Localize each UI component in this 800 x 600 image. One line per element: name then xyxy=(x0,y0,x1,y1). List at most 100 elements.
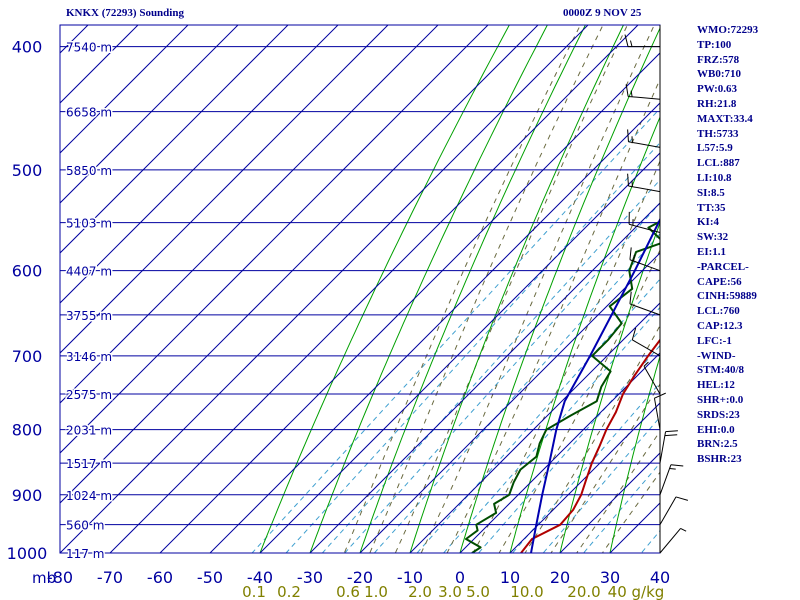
mixing-ratio-line xyxy=(442,306,660,553)
temperature-tick-label: -70 xyxy=(97,568,123,587)
temperature-tick-label: -20 xyxy=(347,568,373,587)
pressure-tick-label: 1000 xyxy=(7,544,48,563)
dry-adiabat xyxy=(509,115,660,553)
index-value: -PARCEL- xyxy=(697,260,749,273)
height-label: 4407 m xyxy=(66,265,112,279)
mixing-ratio-label: 0.1 xyxy=(242,583,266,600)
moist-adiabat xyxy=(420,25,655,553)
height-label: 6658 m xyxy=(66,106,112,120)
isotherm xyxy=(60,25,439,404)
moist-adiabat xyxy=(343,25,581,553)
wind-barb xyxy=(659,528,687,554)
index-value: SRDS:23 xyxy=(697,408,740,421)
temperature-tick-label: -10 xyxy=(397,568,423,587)
isotherm xyxy=(359,252,660,553)
mixing-ratio-line xyxy=(285,142,660,553)
isotherm xyxy=(109,25,639,553)
dry-adiabat xyxy=(309,25,548,553)
height-label: 2031 m xyxy=(66,424,112,438)
index-value: EHI:0.0 xyxy=(697,423,735,436)
index-value: LFC:-1 xyxy=(697,334,732,347)
sounding-datetime: 0000Z 9 NOV 25 xyxy=(563,7,642,19)
index-value: TP:100 xyxy=(697,38,732,51)
axis-unit-label: mb xyxy=(32,569,56,587)
mixing-ratio-label: 3.0 xyxy=(438,583,462,600)
temperature-tick-label: 40 xyxy=(650,568,670,587)
mixing-ratio-label: 2.0 xyxy=(408,583,432,600)
dry-adiabat xyxy=(559,221,660,553)
index-value: TT:35 xyxy=(697,201,726,214)
dry-adiabat xyxy=(409,25,624,553)
index-value: RH:21.8 xyxy=(697,97,737,110)
index-value: MAXT:33.4 xyxy=(697,112,753,125)
mixing-ratio-line xyxy=(373,233,660,553)
temperature-tick-label: 10 xyxy=(500,568,520,587)
index-value: EI:1.1 xyxy=(697,245,727,258)
index-value: -WIND- xyxy=(697,349,736,362)
index-value: WB0:710 xyxy=(697,68,741,81)
temperature-tick-label: 30 xyxy=(600,568,620,587)
isotherm xyxy=(60,25,539,504)
height-label: 5850 m xyxy=(66,164,112,178)
index-value: TH:5733 xyxy=(697,127,739,140)
mixing-ratio-label: 0.6 xyxy=(336,583,360,600)
dry-adiabat xyxy=(359,25,586,553)
height-label: 117 m xyxy=(66,547,104,561)
temperature-tick-label: 20 xyxy=(550,568,570,587)
index-value: LI:10.8 xyxy=(697,171,732,184)
wind-barb xyxy=(643,361,661,395)
temperature-tick-label: -50 xyxy=(197,568,223,587)
temperature-tick-label: -30 xyxy=(297,568,323,587)
parcel-trace xyxy=(530,217,660,553)
wind-barb xyxy=(631,327,661,357)
height-label: 560 m xyxy=(66,519,104,533)
wind-barb xyxy=(624,34,660,48)
height-label: 3755 m xyxy=(66,309,112,323)
index-value: KI:4 xyxy=(697,216,719,229)
wind-barb xyxy=(659,496,689,525)
index-value: CAP:12.3 xyxy=(697,319,743,332)
temperature-tick-label: -40 xyxy=(247,568,273,587)
isotherm xyxy=(209,102,660,553)
temperature-trace xyxy=(520,338,660,553)
index-value: SI:8.5 xyxy=(697,186,725,199)
temperature-tick-label: -60 xyxy=(147,568,173,587)
height-label: 1024 m xyxy=(66,489,112,503)
mixing-ratio-label: 0.2 xyxy=(277,583,301,600)
temperature-tick-label: -80 xyxy=(47,568,73,587)
height-label: 3146 m xyxy=(66,350,112,364)
isotherm xyxy=(60,25,489,454)
index-value: LCL:887 xyxy=(697,157,740,170)
moist-adiabat xyxy=(498,248,660,553)
height-label: 2575 m xyxy=(66,388,112,402)
index-value: L57:5.9 xyxy=(697,142,733,155)
wind-barb xyxy=(627,173,661,193)
mixing-ratio-label: 10.0 xyxy=(510,583,543,600)
index-value: LCL:760 xyxy=(697,305,740,318)
pressure-tick-label: 600 xyxy=(12,262,43,281)
wind-barb xyxy=(659,430,678,464)
dry-adiabat xyxy=(459,27,660,553)
pressure-tick-label: 500 xyxy=(12,161,43,180)
isotherm xyxy=(309,202,660,553)
pressure-tick-label: 400 xyxy=(12,38,43,57)
index-value: SW:32 xyxy=(697,231,729,244)
dewpoint-trace xyxy=(465,220,660,553)
isotherm xyxy=(409,302,660,553)
moist-adiabat xyxy=(524,324,660,553)
wind-barb xyxy=(629,291,661,316)
wind-barbs xyxy=(624,25,689,554)
moist-adiabat xyxy=(394,25,628,553)
height-label: 7540 m xyxy=(66,41,112,55)
mixing-ratio-label: 40 g/kg xyxy=(608,583,665,600)
thermo-diagram-lines xyxy=(60,25,660,553)
height-label: 1517 m xyxy=(66,457,112,471)
isotherm xyxy=(259,152,660,553)
mixing-ratio-label: 1.0 xyxy=(364,583,388,600)
index-value: PW:0.63 xyxy=(697,83,738,96)
pressure-tick-label: 900 xyxy=(12,486,43,505)
isotherm xyxy=(159,52,660,553)
index-value: SHR+:0.0 xyxy=(697,393,744,406)
